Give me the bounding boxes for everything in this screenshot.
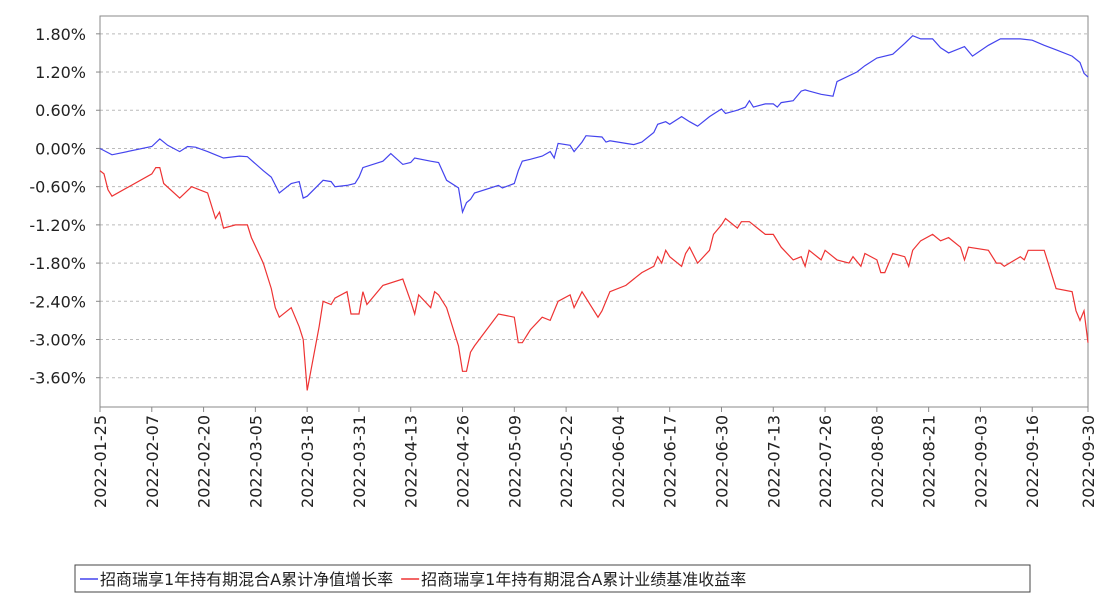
legend-label: 招商瑞享1年持有期混合A累计业绩基准收益率 [421, 570, 746, 589]
y-tick-label: -2.40% [29, 292, 86, 311]
x-tick-label: 2022-05-09 [505, 415, 524, 508]
x-tick-label: 2022-03-18 [298, 415, 317, 508]
plot-frame [99, 15, 1089, 408]
y-tick-label: 1.20% [35, 63, 86, 82]
x-tick-label: 2022-06-30 [712, 415, 731, 508]
x-tick-label: 2022-06-04 [609, 415, 628, 508]
x-tick-label: 2022-03-31 [350, 415, 369, 508]
x-tick-label: 2022-02-07 [143, 415, 162, 508]
y-tick-label: 0.60% [35, 101, 86, 120]
x-tick-label: 2022-06-17 [661, 415, 680, 508]
x-tick-label: 2022-07-26 [816, 415, 835, 508]
y-tick-label: -0.60% [29, 178, 86, 197]
y-tick-label: -1.20% [29, 216, 86, 235]
x-tick-label: 2022-04-13 [402, 415, 421, 508]
x-tick-label: 2022-09-30 [1079, 415, 1098, 508]
x-tick-label: 2022-09-16 [1023, 415, 1042, 508]
y-tick-label: -1.80% [29, 254, 86, 273]
series-line [99, 34, 1089, 215]
y-tick-label: -3.60% [29, 369, 86, 388]
x-tick-label: 2022-08-21 [920, 415, 939, 508]
series-line [99, 167, 1089, 391]
x-tick-label: 2022-09-03 [971, 415, 990, 508]
legend-label: 招商瑞享1年持有期混合A累计净值增长率 [100, 570, 393, 589]
x-tick-label: 2022-07-13 [764, 415, 783, 508]
y-tick-label: 0.00% [35, 139, 86, 158]
x-tick-label: 2022-01-25 [91, 415, 110, 508]
x-tick-label: 2022-02-20 [195, 415, 214, 508]
legend-box [74, 564, 1031, 593]
x-tick-label: 2022-05-22 [557, 415, 576, 508]
x-tick-label: 2022-04-26 [454, 415, 473, 508]
x-tick-label: 2022-08-08 [868, 415, 887, 508]
y-tick-label: -3.00% [29, 330, 86, 349]
x-tick-label: 2022-03-05 [246, 415, 265, 508]
y-tick-label: 1.80% [35, 25, 86, 44]
